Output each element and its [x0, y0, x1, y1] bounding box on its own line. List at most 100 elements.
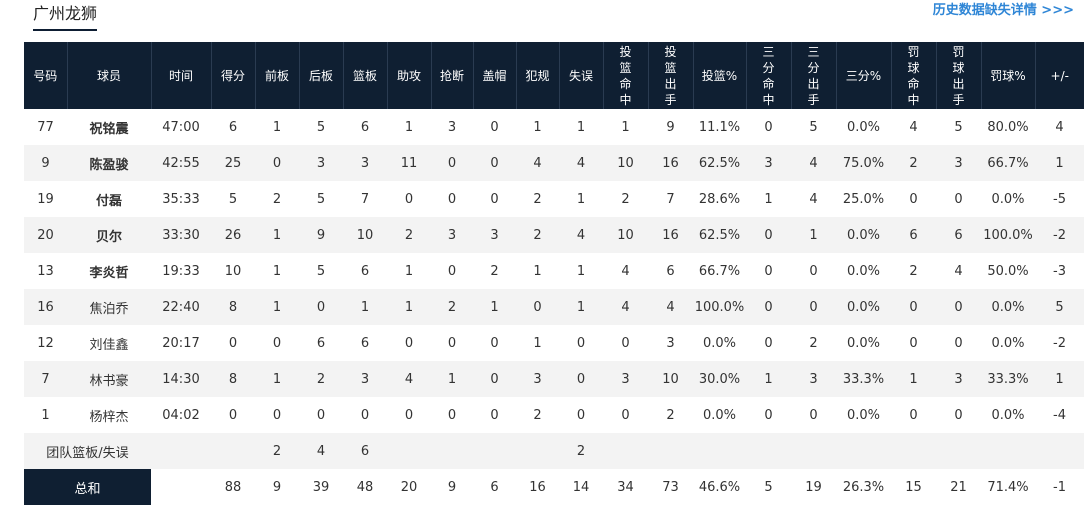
- stat-cell: 2: [603, 181, 648, 217]
- stat-cell: 28.6%: [693, 181, 746, 217]
- player-name[interactable]: 林书豪: [67, 361, 151, 397]
- stat-cell: 0: [746, 253, 791, 289]
- player-name[interactable]: 贝尔: [67, 217, 151, 253]
- stat-cell: 26: [211, 217, 255, 253]
- column-header-label: 投篮出手: [664, 44, 677, 107]
- stat-cell: 80.0%: [981, 109, 1035, 145]
- stat-cell: 5: [211, 181, 255, 217]
- stat-cell: 2: [516, 397, 559, 433]
- player-row: 19 付磊 35:33 5 2 5 7 0 0 0 2 1 2 7 28.6% 1 4 25.0% 0 0 0.0% -5: [24, 181, 1084, 217]
- stat-cell: 0: [559, 361, 603, 397]
- stat-cell: 6: [891, 217, 936, 253]
- stat-cell: 1: [746, 361, 791, 397]
- stat-cell: 9: [24, 145, 67, 181]
- stat-cell: 4: [299, 433, 343, 469]
- column-header: 助攻: [386, 42, 431, 109]
- stat-cell: 5: [299, 181, 343, 217]
- stat-cell: 16: [24, 289, 67, 325]
- stat-cell: 2: [891, 145, 936, 181]
- stat-cell: 12: [24, 325, 67, 361]
- player-name[interactable]: 祝铭震: [67, 109, 151, 145]
- stat-cell: 7: [648, 181, 693, 217]
- stat-cell: 1: [559, 109, 603, 145]
- stat-cell: 9: [648, 109, 693, 145]
- column-header: 罚球出手: [935, 42, 981, 109]
- stat-cell: 0.0%: [836, 217, 891, 253]
- stat-cell: 33.3%: [981, 361, 1035, 397]
- stat-cell: 4: [648, 289, 693, 325]
- stat-cell: 19: [791, 469, 836, 505]
- column-header: 后板: [298, 42, 343, 109]
- stat-cell: 10: [211, 253, 255, 289]
- stat-cell: 4: [936, 253, 981, 289]
- stat-cell: 3: [473, 217, 516, 253]
- stat-cell: 35:33: [151, 181, 211, 217]
- stat-cell: 19: [24, 181, 67, 217]
- column-header: 罚球%: [980, 42, 1035, 109]
- stat-cell: 1: [891, 361, 936, 397]
- stat-cell: [387, 433, 431, 469]
- column-header: 前板: [254, 42, 299, 109]
- stat-cell: 8: [211, 289, 255, 325]
- stat-cell: 6: [343, 253, 387, 289]
- stat-cell: 9: [299, 217, 343, 253]
- player-name[interactable]: 陈盈骏: [67, 145, 151, 181]
- stat-cell: 0: [746, 325, 791, 361]
- stat-cell: 0.0%: [981, 397, 1035, 433]
- team-rebounds-label: 团队篮板/失误: [24, 433, 151, 469]
- team-tab-guangzhou[interactable]: 广州龙狮: [33, 0, 97, 31]
- column-header: 失误: [558, 42, 603, 109]
- table-header-row: 号码 球员 时间 得分 前板 后板 篮板 助攻 抢断 盖帽 犯规 失误 投篮命中 投篮出手 投篮% 三分命中 三…: [24, 42, 1084, 109]
- stat-cell: [516, 433, 559, 469]
- stat-cell: 2: [299, 361, 343, 397]
- stat-cell: 1: [559, 289, 603, 325]
- player-name[interactable]: 焦泊乔: [67, 289, 151, 325]
- stat-cell: 73: [648, 469, 693, 505]
- stat-cell: 1: [24, 397, 67, 433]
- stat-cell: 0.0%: [693, 325, 746, 361]
- stat-cell: 71.4%: [981, 469, 1035, 505]
- stat-cell: 1: [387, 109, 431, 145]
- stat-cell: 62.5%: [693, 145, 746, 181]
- stat-cell: 0.0%: [981, 289, 1035, 325]
- stat-cell: 0: [431, 397, 473, 433]
- player-name[interactable]: 李炎哲: [67, 253, 151, 289]
- stat-cell: 1: [516, 109, 559, 145]
- stat-cell: [151, 433, 211, 469]
- stat-cell: 46.6%: [693, 469, 746, 505]
- stat-cell: 20:17: [151, 325, 211, 361]
- stat-cell: 0: [211, 397, 255, 433]
- stat-cell: 0: [255, 145, 299, 181]
- stat-cell: -2: [1035, 217, 1084, 253]
- column-header: 投篮出手: [647, 42, 693, 109]
- stat-cell: 21: [936, 469, 981, 505]
- stat-cell: 8: [211, 361, 255, 397]
- stat-cell: 2: [559, 433, 603, 469]
- history-data-link[interactable]: 历史数据缺失详情 >>>: [932, 3, 1074, 18]
- player-name[interactable]: 付磊: [67, 181, 151, 217]
- stat-cell: 0: [936, 289, 981, 325]
- stat-cell: 3: [936, 361, 981, 397]
- stat-cell: 4: [791, 145, 836, 181]
- stat-cell: 6: [299, 325, 343, 361]
- stat-cell: 16: [648, 145, 693, 181]
- stat-cell: 1: [473, 289, 516, 325]
- stat-cell: 6: [343, 325, 387, 361]
- stat-cell: 0: [791, 253, 836, 289]
- player-name[interactable]: 刘佳鑫: [67, 325, 151, 361]
- stat-cell: 22:40: [151, 289, 211, 325]
- column-header: 盖帽: [472, 42, 516, 109]
- column-header: +/-: [1034, 42, 1084, 109]
- stat-cell: 1: [343, 289, 387, 325]
- stat-cell: 47:00: [151, 109, 211, 145]
- player-row: 7 林书豪 14:30 8 1 2 3 4 1 0 3 0 3 10 30.0% 1 3 33.3% 1 3 33.3%…: [24, 361, 1084, 397]
- stat-cell: 0: [516, 289, 559, 325]
- stat-cell: 6: [343, 109, 387, 145]
- stat-cell: 0.0%: [836, 253, 891, 289]
- stat-cell: 66.7%: [981, 145, 1035, 181]
- player-name[interactable]: 杨梓杰: [67, 397, 151, 433]
- stat-cell: 6: [473, 469, 516, 505]
- stat-cell: 20: [24, 217, 67, 253]
- stat-cell: 0: [255, 325, 299, 361]
- stat-cell: 0.0%: [693, 397, 746, 433]
